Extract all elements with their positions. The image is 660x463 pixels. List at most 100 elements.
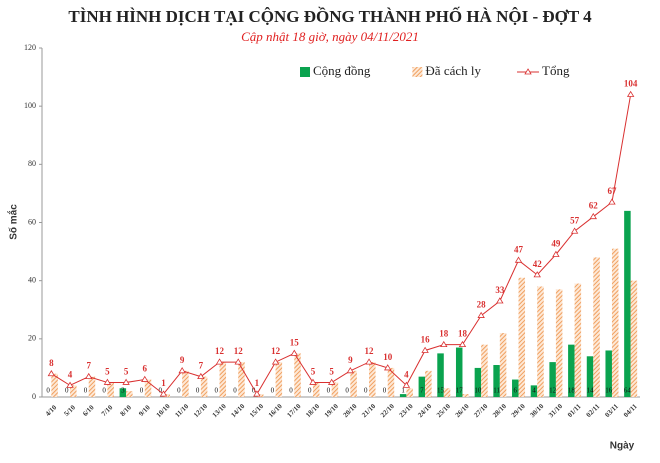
data-label: 64 [624,387,632,395]
bar [399,394,407,397]
marker [309,378,317,385]
marker [346,367,355,374]
bar [462,394,469,397]
x-tick-label: 12/10 [192,402,209,419]
bar [418,376,426,397]
data-label: 0 [233,387,237,395]
bar [593,257,600,397]
bar [219,362,227,397]
data-label: 7 [86,361,91,371]
bar [88,376,96,397]
y-axis-label: Số mắc [7,204,20,240]
bar [238,362,245,397]
bar [437,353,444,397]
bar [624,210,631,397]
bar [369,362,376,397]
bar [474,367,482,397]
x-tick-label: 17/10 [286,402,303,419]
marker [533,271,541,278]
legend-swatch [300,67,310,77]
data-label: 0 [196,387,200,395]
x-tick-label: 19/10 [323,402,340,419]
marker [159,390,168,397]
x-tick-label: 6/10 [81,403,96,418]
y-tick-label: 20 [28,334,36,343]
legend-swatch [524,68,532,75]
marker [365,358,373,365]
y-tick-label: 40 [28,275,36,284]
bar [630,280,638,397]
data-label: 0 [308,387,312,395]
marker [570,227,579,234]
marker [85,372,93,380]
data-label: 16 [421,335,431,345]
marker [103,378,112,385]
bar [256,394,264,397]
marker [197,372,205,380]
data-label: 5 [311,367,316,377]
data-label: 18 [568,387,576,395]
data-label: 17 [456,387,464,395]
x-tick-label: 23/10 [398,402,415,419]
data-label: 0 [140,387,144,395]
data-label: 0 [289,387,293,395]
data-label: 12 [215,346,225,356]
bar [549,362,556,397]
x-tick-label: 18/10 [304,402,321,419]
bar [499,333,507,397]
bar [126,391,133,397]
bar [406,388,413,397]
bar [312,382,320,397]
data-label: 47 [514,244,524,254]
data-label: 6 [143,364,148,374]
marker [234,358,242,365]
y-tick-label: 120 [24,43,36,52]
marker [477,311,485,318]
bar [443,388,451,397]
x-tick-label: 21/10 [360,402,377,419]
x-tick-label: 10/10 [155,402,172,419]
x-tick-label: 26/10 [454,402,471,419]
data-label: 0 [177,387,181,395]
data-label: 16 [605,387,613,395]
data-label: 0 [345,387,349,395]
y-tick-label: 100 [24,101,36,110]
data-label: 12 [549,387,557,395]
data-label: 62 [589,201,599,211]
bar [163,394,170,397]
data-label: 18 [439,329,449,339]
data-label: 5 [329,367,334,377]
chart-subtitle: Cập nhật 18 giờ, ngày 04/11/2021 [241,29,419,44]
x-tick-label: 7/10 [100,403,115,418]
x-tick-label: 13/10 [211,402,228,419]
data-label: 1 [401,387,405,395]
bar [493,365,500,397]
marker [141,375,149,382]
bar [182,370,189,397]
bar [331,382,339,397]
bar [425,370,432,397]
legend-label: Cộng đồng [313,63,371,78]
data-label: 4 [68,369,73,379]
legend-label: Đã cách ly [425,63,481,78]
marker [458,340,467,348]
x-tick-label: 24/10 [416,402,433,419]
marker [178,367,186,374]
x-tick-label: 5/10 [63,403,78,418]
legend-label: Tổng [542,63,570,78]
data-label: 5 [124,367,129,377]
bar [144,379,152,397]
marker [271,358,280,365]
x-tick-label: 22/10 [379,402,396,419]
marker [215,358,224,365]
bar [51,373,58,397]
marker [253,390,261,397]
data-label: 0 [327,387,331,395]
data-label: 49 [551,239,561,249]
bar [387,367,395,397]
data-label: 57 [570,215,580,225]
x-tick-label: 25/10 [435,402,452,419]
data-label: 9 [348,355,353,365]
bar [107,382,114,397]
